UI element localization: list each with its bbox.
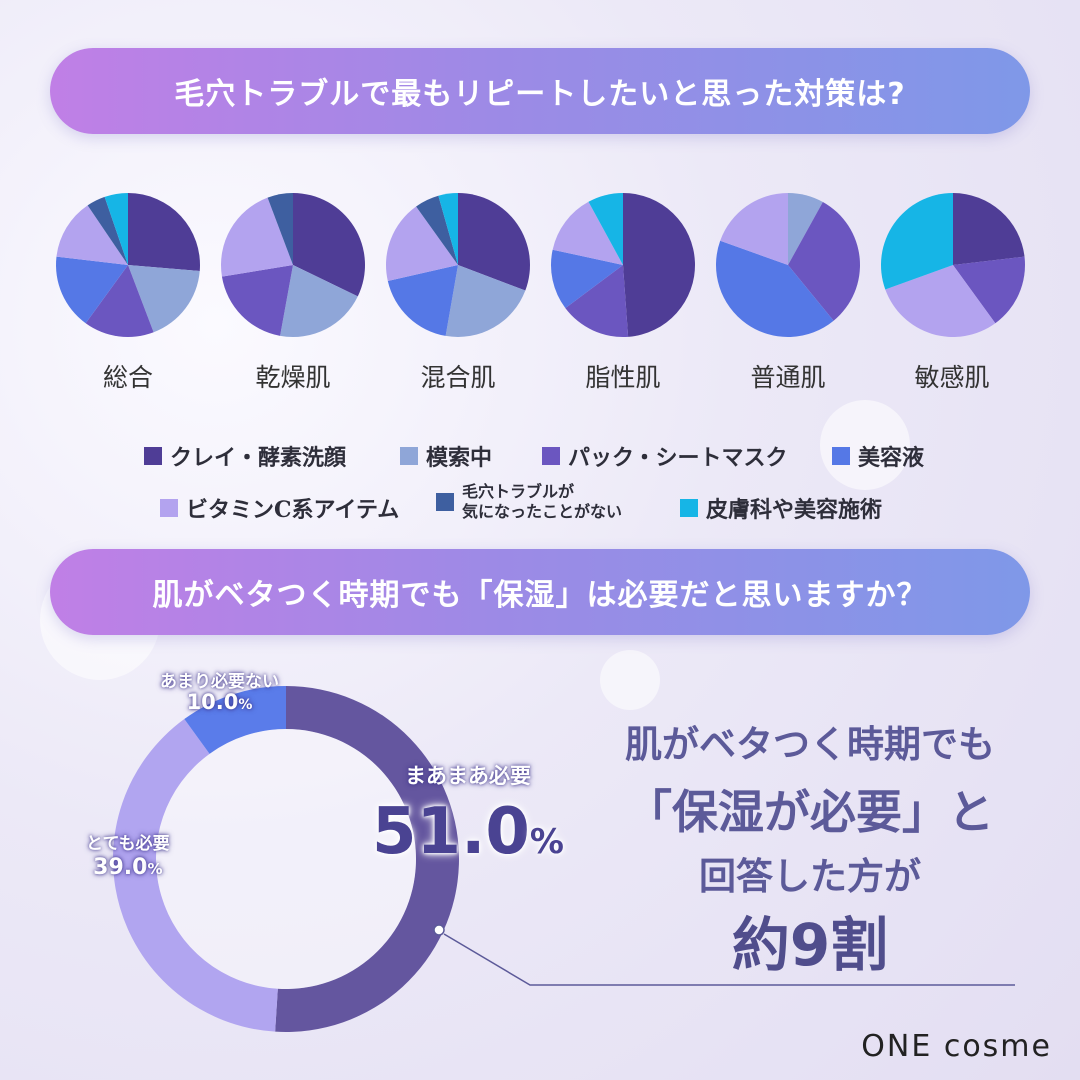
legend-swatch — [400, 447, 418, 465]
pie-slice — [552, 201, 623, 265]
pie-slice — [85, 265, 154, 337]
legend-label: ビタミンC系アイテム — [186, 497, 400, 523]
pct-sign: % — [529, 822, 564, 862]
legend-swatch — [160, 499, 178, 517]
pie-slice — [588, 193, 623, 265]
pie-slice — [953, 193, 1025, 265]
donut-hole — [156, 729, 416, 989]
pie-label-sensitive: 敏感肌 — [914, 363, 990, 392]
pie-slice — [458, 193, 530, 291]
pie-slice — [445, 265, 526, 337]
legend-item: 皮膚科や美容施術 — [680, 492, 882, 524]
pie-label-dry: 乾燥肌 — [255, 363, 331, 392]
legend-swatch — [436, 493, 454, 511]
question-banner-1: 毛穴トラブルで最もリピートしたいと思った対策は? — [50, 48, 1030, 134]
pie-slice — [55, 256, 128, 324]
legend-item: 模索中 — [400, 440, 492, 472]
legend-label: 模索中 — [426, 445, 493, 471]
legend-item: 美容液 — [832, 440, 924, 472]
summary-line-2: 「保湿が必要」と — [626, 785, 994, 839]
pie-label-overall: 総合 — [102, 363, 153, 392]
legend-swatch — [144, 447, 162, 465]
donut-segment — [112, 719, 278, 1032]
question-banner-2: 肌がベタつく時期でも「保湿」は必要だと思いますか？ — [50, 549, 1030, 635]
donut-label-amari-text: あまり必要ない — [160, 672, 279, 692]
pie-slice — [885, 265, 996, 337]
pie-slice — [788, 193, 823, 265]
summary-line-3: 回答した方が — [699, 855, 921, 898]
legend-label: クレイ・酵素洗顔 — [170, 445, 347, 471]
pct-sign: % — [238, 697, 253, 713]
legend-item: パック・シートマスク — [542, 440, 788, 472]
pie-slice — [87, 196, 128, 265]
summary-line-4: 約9割 — [731, 911, 889, 979]
donut-label-amari-value: 10.0 — [186, 690, 239, 714]
donut-segment — [184, 686, 286, 754]
pie-slice — [128, 265, 200, 333]
pie-label-normal: 普通肌 — [750, 363, 826, 392]
donut-label-maamaa: まあまあ必要 51.0% — [372, 760, 564, 884]
pie-slice — [280, 265, 358, 337]
legend-item: ビタミンC系アイテム — [160, 492, 399, 524]
legend-item: 毛穴トラブルが 気になったことがない — [436, 482, 626, 522]
donut-label-maamaa-text: まあまあ必要 — [404, 764, 531, 788]
pie-slice — [565, 265, 629, 337]
donut-segment — [275, 686, 459, 1032]
pie-slice — [716, 240, 834, 337]
pie-slice — [385, 206, 458, 282]
legend-label-line2: 気になったことがない — [462, 502, 623, 521]
pie-slice — [104, 193, 128, 265]
pie-slice — [881, 193, 953, 290]
pie-slice — [293, 193, 365, 297]
donut-label-amari: あまり必要ない 10.0% — [160, 672, 279, 715]
leader-path — [443, 933, 1015, 986]
brand-logo: ONE cosme — [861, 1029, 1052, 1064]
bg-bokeh — [820, 400, 910, 490]
pie-charts — [55, 193, 1026, 337]
leader-dot — [433, 924, 445, 936]
pie-slice — [387, 265, 458, 336]
legend-label-line1: 毛穴トラブルが — [462, 482, 575, 501]
donut-label-totemo: とても必要 39.0% — [86, 832, 170, 881]
pie-slice — [551, 249, 623, 309]
legend-swatch — [542, 447, 560, 465]
pie-slice — [416, 195, 458, 265]
pct-sign: % — [147, 860, 163, 878]
leader-line — [433, 924, 1015, 986]
bg-bokeh — [600, 650, 660, 710]
pie-label-combination: 混合肌 — [420, 363, 496, 392]
donut-chart — [112, 686, 459, 1032]
pie-slice — [953, 256, 1026, 324]
question-title-1: 毛穴トラブルで最もリピートしたいと思った対策は? — [174, 77, 906, 112]
pie-slice — [128, 193, 200, 271]
pie-slice — [267, 193, 293, 265]
pie-slice — [788, 202, 860, 321]
summary-line-1: 肌がベタつく時期でも — [625, 723, 995, 766]
question-title-2: 肌がベタつく時期でも「保湿」は必要だと思いますか？ — [152, 578, 928, 613]
pie-slice — [720, 193, 788, 265]
donut-label-totemo-text: とても必要 — [86, 834, 170, 854]
pie-slice — [221, 265, 293, 336]
pie-slice — [221, 197, 293, 277]
pie-slice — [56, 205, 128, 265]
donut-label-maamaa-value: 51.0 — [372, 795, 530, 869]
legend-label: 美容液 — [858, 445, 925, 471]
legend-label: パック・シートマスク — [568, 445, 788, 471]
pie-label-oily: 脂性肌 — [585, 363, 661, 392]
donut-label-totemo-value: 39.0 — [93, 855, 148, 880]
legend-label: 毛穴トラブルが 気になったことがない — [462, 482, 622, 522]
legend-item: クレイ・酵素洗顔 — [144, 440, 346, 472]
legend-swatch — [832, 447, 850, 465]
legend-label: 皮膚科や美容施術 — [706, 497, 883, 523]
pie-slice — [623, 193, 696, 337]
pie-slice — [438, 193, 458, 265]
legend-swatch — [680, 499, 698, 517]
